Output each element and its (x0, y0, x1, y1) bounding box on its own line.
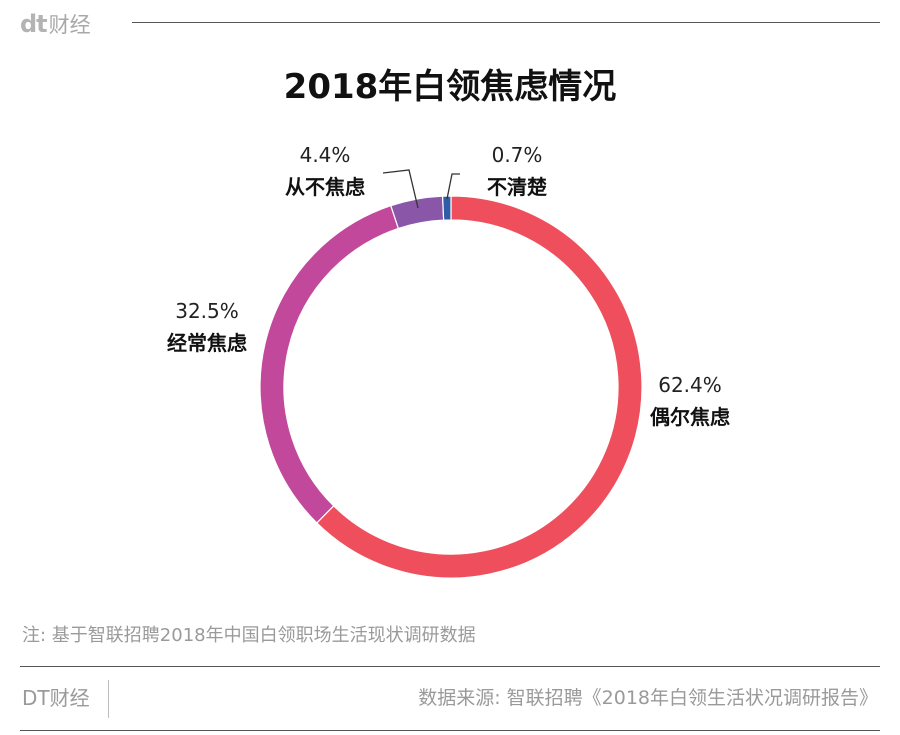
donut-slice-0 (315, 195, 643, 579)
value-label-2: 4.4% (300, 143, 351, 167)
leader-line-2 (382, 169, 419, 209)
footer-rule-bottom (20, 730, 880, 731)
brand-logo: dt财经 (20, 8, 91, 41)
donut-slice-2 (390, 195, 445, 230)
chart-note: 注: 基于智联招聘2018年中国白领职场生活现状调研数据 (22, 625, 476, 646)
category-label-1: 经常焦虑 (167, 331, 247, 355)
leader-line-3 (446, 173, 460, 200)
category-label-3: 不清楚 (487, 175, 547, 199)
donut-chart: 62.4% 偶尔焦虑 32.5% 经常焦虑 4.4% 从不焦虑 0.7% 不清楚 (167, 143, 730, 579)
footer-source: 数据来源: 智联招聘《2018年白领生活状况调研报告》 (418, 687, 878, 709)
value-label-0: 62.4% (658, 373, 722, 397)
category-label-0: 偶尔焦虑 (650, 405, 730, 429)
chart-title: 2018年白领焦虑情况 (283, 67, 617, 107)
value-label-1: 32.5% (175, 299, 239, 323)
header-rule (132, 22, 880, 23)
value-label-3: 0.7% (492, 143, 543, 167)
brand-logo-text: dt (20, 10, 48, 38)
category-label-2: 从不焦虑 (285, 175, 365, 199)
footer-brand: DT财经 (22, 686, 90, 710)
footer-separator (108, 680, 109, 718)
donut-slice-3 (441, 195, 452, 221)
donut-slice-1 (259, 204, 400, 524)
brand-logo-cn: 财经 (48, 13, 91, 37)
footer-rule-top (20, 666, 880, 667)
